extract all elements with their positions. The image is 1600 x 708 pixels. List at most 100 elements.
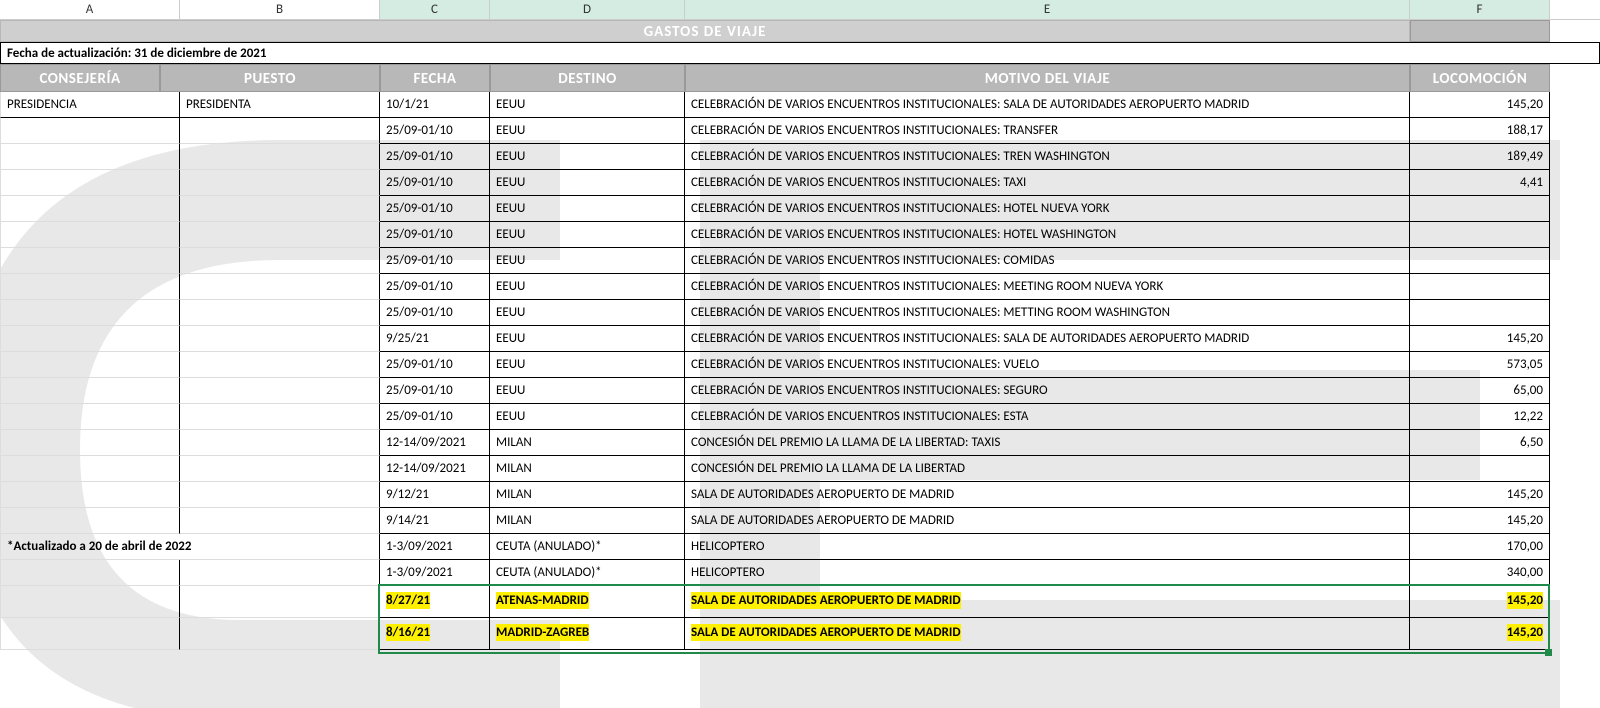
cell-destino[interactable]: CEUTA (ANULADO)* bbox=[490, 534, 685, 560]
col-E-header[interactable]: E bbox=[685, 0, 1410, 19]
cell-puesto[interactable] bbox=[180, 196, 380, 222]
cell-consejeria[interactable] bbox=[0, 326, 180, 352]
cell-consejeria[interactable] bbox=[0, 482, 180, 508]
cell-fecha[interactable]: 25/09-01/10 bbox=[380, 352, 490, 378]
cell-consejeria[interactable] bbox=[0, 118, 180, 144]
band-puesto[interactable]: PUESTO bbox=[160, 64, 380, 92]
cell-motivo[interactable]: CELEBRACIÓN DE VARIOS ENCUENTROS INSTITU… bbox=[685, 326, 1410, 352]
cell-puesto[interactable] bbox=[180, 560, 380, 586]
cell-consejeria[interactable] bbox=[0, 456, 180, 482]
cell-consejeria[interactable] bbox=[0, 618, 180, 650]
cell-note[interactable]: *Actualizado a 20 de abril de 2022 bbox=[0, 534, 380, 560]
cell-destino[interactable]: EEUU bbox=[490, 248, 685, 274]
cell-motivo[interactable]: CONCESIÓN DEL PREMIO LA LLAMA DE LA LIBE… bbox=[685, 456, 1410, 482]
cell-fecha[interactable]: 25/09-01/10 bbox=[380, 144, 490, 170]
cell-consejeria[interactable] bbox=[0, 352, 180, 378]
cell-consejeria[interactable] bbox=[0, 274, 180, 300]
cell-motivo[interactable]: CELEBRACIÓN DE VARIOS ENCUENTROS INSTITU… bbox=[685, 248, 1410, 274]
cell-destino[interactable]: MILAN bbox=[490, 430, 685, 456]
band-consejeria[interactable]: CONSEJERÍA bbox=[0, 64, 160, 92]
cell-puesto[interactable] bbox=[180, 404, 380, 430]
cell-consejeria[interactable] bbox=[0, 196, 180, 222]
cell-motivo[interactable]: CELEBRACIÓN DE VARIOS ENCUENTROS INSTITU… bbox=[685, 300, 1410, 326]
cell-motivo[interactable]: CELEBRACIÓN DE VARIOS ENCUENTROS INSTITU… bbox=[685, 118, 1410, 144]
cell-destino[interactable]: EEUU bbox=[490, 300, 685, 326]
cell-motivo[interactable]: CONCESIÓN DEL PREMIO LA LLAMA DE LA LIBE… bbox=[685, 430, 1410, 456]
cell-locomocion[interactable] bbox=[1410, 222, 1550, 248]
cell-locomocion[interactable]: 145,20 bbox=[1410, 508, 1550, 534]
cell-fecha[interactable]: 25/09-01/10 bbox=[380, 404, 490, 430]
cell-destino[interactable]: ATENAS-MADRID bbox=[490, 586, 685, 618]
col-B-header[interactable]: B bbox=[180, 0, 380, 19]
cell-destino[interactable]: MILAN bbox=[490, 508, 685, 534]
col-A-header[interactable]: A bbox=[0, 0, 180, 19]
cell-destino[interactable]: EEUU bbox=[490, 352, 685, 378]
cell-motivo[interactable]: CELEBRACIÓN DE VARIOS ENCUENTROS INSTITU… bbox=[685, 404, 1410, 430]
cell-puesto[interactable] bbox=[180, 482, 380, 508]
cell-fecha[interactable]: 1-3/09/2021 bbox=[380, 534, 490, 560]
cell-locomocion[interactable] bbox=[1410, 456, 1550, 482]
cell-fecha[interactable]: 25/09-01/10 bbox=[380, 170, 490, 196]
cell-motivo[interactable]: CELEBRACIÓN DE VARIOS ENCUENTROS INSTITU… bbox=[685, 92, 1410, 118]
cell-locomocion[interactable] bbox=[1410, 248, 1550, 274]
cell-motivo[interactable]: SALA DE AUTORIDADES AEROPUERTO DE MADRID bbox=[685, 618, 1410, 650]
cell-puesto[interactable] bbox=[180, 508, 380, 534]
cell-motivo[interactable]: CELEBRACIÓN DE VARIOS ENCUENTROS INSTITU… bbox=[685, 170, 1410, 196]
cell-fecha[interactable]: 25/09-01/10 bbox=[380, 196, 490, 222]
cell-motivo[interactable]: SALA DE AUTORIDADES AEROPUERTO DE MADRID bbox=[685, 482, 1410, 508]
cell-destino[interactable]: EEUU bbox=[490, 196, 685, 222]
cell-puesto[interactable] bbox=[180, 248, 380, 274]
cell-consejeria[interactable] bbox=[0, 560, 180, 586]
cell-motivo[interactable]: HELICOPTERO bbox=[685, 560, 1410, 586]
cell-motivo[interactable]: CELEBRACIÓN DE VARIOS ENCUENTROS INSTITU… bbox=[685, 222, 1410, 248]
cell-locomocion[interactable] bbox=[1410, 300, 1550, 326]
cell-fecha[interactable]: 8/16/21 bbox=[380, 618, 490, 650]
cell-destino[interactable]: MILAN bbox=[490, 456, 685, 482]
cell-fecha[interactable]: 12-14/09/2021 bbox=[380, 456, 490, 482]
cell-motivo[interactable]: CELEBRACIÓN DE VARIOS ENCUENTROS INSTITU… bbox=[685, 378, 1410, 404]
cell-locomocion[interactable]: 145,20 bbox=[1410, 586, 1550, 618]
cell-destino[interactable]: EEUU bbox=[490, 274, 685, 300]
cell-fecha[interactable]: 25/09-01/10 bbox=[380, 300, 490, 326]
cell-destino[interactable]: CEUTA (ANULADO)* bbox=[490, 560, 685, 586]
cell-motivo[interactable]: SALA DE AUTORIDADES AEROPUERTO DE MADRID bbox=[685, 508, 1410, 534]
cell-puesto[interactable]: PRESIDENTA bbox=[180, 92, 380, 118]
cell-motivo[interactable]: HELICOPTERO bbox=[685, 534, 1410, 560]
cell-locomocion[interactable]: 188,17 bbox=[1410, 118, 1550, 144]
cell-motivo[interactable]: CELEBRACIÓN DE VARIOS ENCUENTROS INSTITU… bbox=[685, 144, 1410, 170]
cell-puesto[interactable] bbox=[180, 144, 380, 170]
cell-puesto[interactable] bbox=[180, 618, 380, 650]
cell-destino[interactable]: EEUU bbox=[490, 170, 685, 196]
cell-consejeria[interactable] bbox=[0, 170, 180, 196]
band-fecha[interactable]: FECHA bbox=[380, 64, 490, 92]
col-F-header[interactable]: F bbox=[1410, 0, 1550, 19]
band-motivo[interactable]: MOTIVO DEL VIAJE bbox=[685, 64, 1410, 92]
cell-locomocion[interactable]: 145,20 bbox=[1410, 482, 1550, 508]
cell-motivo[interactable]: CELEBRACIÓN DE VARIOS ENCUENTROS INSTITU… bbox=[685, 196, 1410, 222]
cell-fecha[interactable]: 25/09-01/10 bbox=[380, 222, 490, 248]
cell-puesto[interactable] bbox=[180, 274, 380, 300]
cell-fecha[interactable]: 25/09-01/10 bbox=[380, 274, 490, 300]
col-C-header[interactable]: C bbox=[380, 0, 490, 19]
cell-locomocion[interactable]: 6,50 bbox=[1410, 430, 1550, 456]
cell-puesto[interactable] bbox=[180, 326, 380, 352]
cell-locomocion[interactable]: 65,00 bbox=[1410, 378, 1550, 404]
cell-locomocion[interactable]: 12,22 bbox=[1410, 404, 1550, 430]
cell-consejeria[interactable] bbox=[0, 404, 180, 430]
cell-locomocion[interactable]: 340,00 bbox=[1410, 560, 1550, 586]
cell-puesto[interactable] bbox=[180, 378, 380, 404]
cell-destino[interactable]: EEUU bbox=[490, 326, 685, 352]
cell-puesto[interactable] bbox=[180, 352, 380, 378]
cell-fecha[interactable]: 10/1/21 bbox=[380, 92, 490, 118]
cell-locomocion[interactable] bbox=[1410, 274, 1550, 300]
cell-consejeria[interactable]: PRESIDENCIA bbox=[0, 92, 180, 118]
cell-fecha[interactable]: 25/09-01/10 bbox=[380, 378, 490, 404]
cell-fecha[interactable]: 9/12/21 bbox=[380, 482, 490, 508]
cell-locomocion[interactable]: 170,00 bbox=[1410, 534, 1550, 560]
cell-consejeria[interactable] bbox=[0, 430, 180, 456]
cell-locomocion[interactable]: 145,20 bbox=[1410, 618, 1550, 650]
cell-motivo[interactable]: SALA DE AUTORIDADES AEROPUERTO DE MADRID bbox=[685, 586, 1410, 618]
cell-motivo[interactable]: CELEBRACIÓN DE VARIOS ENCUENTROS INSTITU… bbox=[685, 274, 1410, 300]
cell-destino[interactable]: MADRID-ZAGREB bbox=[490, 618, 685, 650]
cell-destino[interactable]: EEUU bbox=[490, 222, 685, 248]
